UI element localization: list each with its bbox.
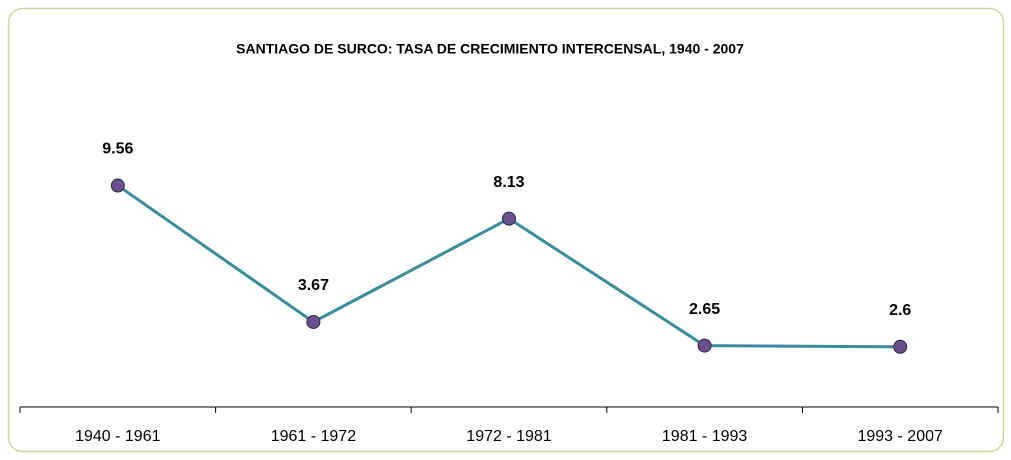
- data-label: 8.13: [493, 174, 524, 191]
- x-tick-label: 1972 - 1981: [466, 428, 552, 445]
- data-point: [502, 211, 516, 226]
- data-label: 2.65: [689, 301, 720, 318]
- chart-title: SANTIAGO DE SURCO: TASA DE CRECIMIENTO I…: [236, 41, 744, 57]
- x-tick-label: 1940 - 1961: [75, 428, 161, 445]
- data-point: [697, 338, 712, 353]
- x-tick-label: 1993 - 2007: [857, 428, 943, 445]
- x-tick-label: 1981 - 1993: [662, 428, 748, 445]
- x-tick-label: 1961 - 1972: [271, 428, 357, 445]
- data-label: 9.56: [102, 141, 133, 158]
- data-point: [306, 314, 321, 329]
- chart-border: [7, 7, 1005, 453]
- data-point: [893, 339, 908, 354]
- data-label: 3.67: [298, 277, 329, 294]
- data-label: 2.6: [889, 302, 911, 319]
- data-point: [110, 178, 125, 193]
